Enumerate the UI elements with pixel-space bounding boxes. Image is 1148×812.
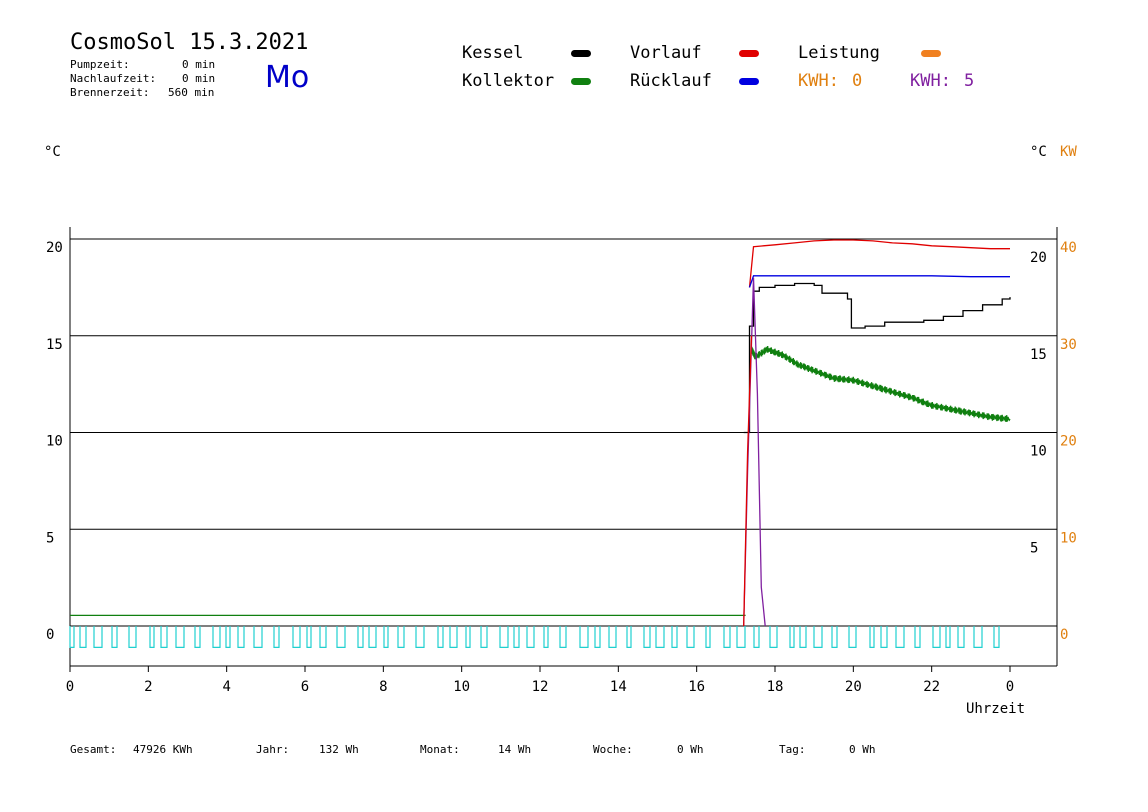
x-tick-label: 10 <box>453 679 470 695</box>
y-left-tick-label: 5 <box>46 530 54 546</box>
legend-label-leistung: Leistung <box>798 43 880 63</box>
x-tick-label: 6 <box>301 679 309 695</box>
legend-swatch-ruecklauf <box>739 78 759 85</box>
series-line-r-cklauf <box>748 275 1010 288</box>
y-right-kw-tick-label: 10 <box>1060 530 1077 546</box>
legend-swatch-vorlauf <box>739 50 759 57</box>
legend-label-kollektor: Kollektor <box>462 71 555 91</box>
y-right-kw-tick-label: 20 <box>1060 434 1077 450</box>
series-line-kollektor <box>750 346 1011 422</box>
x-axis-label: Uhrzeit <box>966 701 1026 717</box>
x-tick-label: 0 <box>66 679 74 695</box>
footer-value-monat: 14 Wh <box>498 743 532 756</box>
footer-label-jahr: Jahr: <box>256 743 290 756</box>
x-tick-label: 4 <box>222 679 230 695</box>
stat-label: Pumpzeit: <box>70 58 130 71</box>
right-axis-unit-c: °C <box>1030 144 1047 160</box>
y-left-tick-label: 15 <box>46 337 63 353</box>
legend-swatch-leistung <box>921 50 941 57</box>
left-axis-unit: °C <box>44 144 61 160</box>
kwh-purple-value: 5 <box>964 71 975 91</box>
footer-value-woche: 0 Wh <box>677 743 704 756</box>
footer-value-gesamt: 47926 KWh <box>133 743 193 756</box>
series-line-spike-purple <box>743 277 766 627</box>
x-tick-label: 16 <box>688 679 705 695</box>
stat-label: Brennerzeit: <box>70 86 150 99</box>
x-tick-label: 2 <box>144 679 152 695</box>
page-title: CosmoSol 15.3.2021 <box>70 30 309 55</box>
footer-value-jahr: 132 Wh <box>319 743 359 756</box>
legend-swatch-kessel <box>571 50 591 57</box>
y-left-tick-label: 10 <box>46 434 63 450</box>
legend-label-kessel: Kessel <box>462 43 524 63</box>
kwh-orange-label: KWH: <box>798 71 839 91</box>
legend-label-ruecklauf: Rücklauf <box>630 71 712 91</box>
legend-label-vorlauf: Vorlauf <box>630 43 702 63</box>
kwh-orange-value: 0 <box>852 71 863 91</box>
stat-label: Nachlaufzeit: <box>70 72 157 85</box>
y-right-c-tick-label: 10 <box>1030 444 1047 460</box>
kwh-purple-label: KWH: <box>910 71 951 91</box>
series-line-kessel <box>743 282 1011 434</box>
footer-label-gesamt: Gesamt: <box>70 743 117 756</box>
y-right-kw-tick-label: 0 <box>1060 627 1068 643</box>
x-tick-label: 12 <box>532 679 549 695</box>
pulse-series <box>69 626 1000 648</box>
stat-value: 560 min <box>168 86 215 99</box>
y-right-c-tick-label: 15 <box>1030 347 1047 363</box>
x-tick-label: 22 <box>923 679 940 695</box>
weekday-label: Mo <box>265 60 310 95</box>
x-tick-label: 14 <box>610 679 627 695</box>
x-tick-label: 20 <box>845 679 862 695</box>
y-left-tick-label: 20 <box>46 240 63 256</box>
x-tick-label: 0 <box>1006 679 1014 695</box>
x-tick-label: 18 <box>767 679 784 695</box>
right-axis-unit-kw: KW <box>1060 144 1077 160</box>
y-right-kw-tick-label: 40 <box>1060 240 1077 256</box>
series-line-vorlauf <box>748 239 1010 288</box>
footer-label-tag: Tag: <box>779 743 806 756</box>
stat-value: 0 min <box>182 72 216 85</box>
footer-value-tag: 0 Wh <box>849 743 876 756</box>
y-right-c-tick-label: 5 <box>1030 540 1038 556</box>
footer-label-woche: Woche: <box>593 743 633 756</box>
footer-label-monat: Monat: <box>420 743 460 756</box>
y-left-tick-label: 0 <box>46 627 54 643</box>
y-right-c-tick-label: 20 <box>1030 250 1047 266</box>
y-right-kw-tick-label: 30 <box>1060 337 1077 353</box>
series-line-spike-red <box>743 335 753 627</box>
legend-swatch-kollektor <box>571 78 591 85</box>
stat-value: 0 min <box>182 58 216 71</box>
x-tick-label: 8 <box>379 679 387 695</box>
